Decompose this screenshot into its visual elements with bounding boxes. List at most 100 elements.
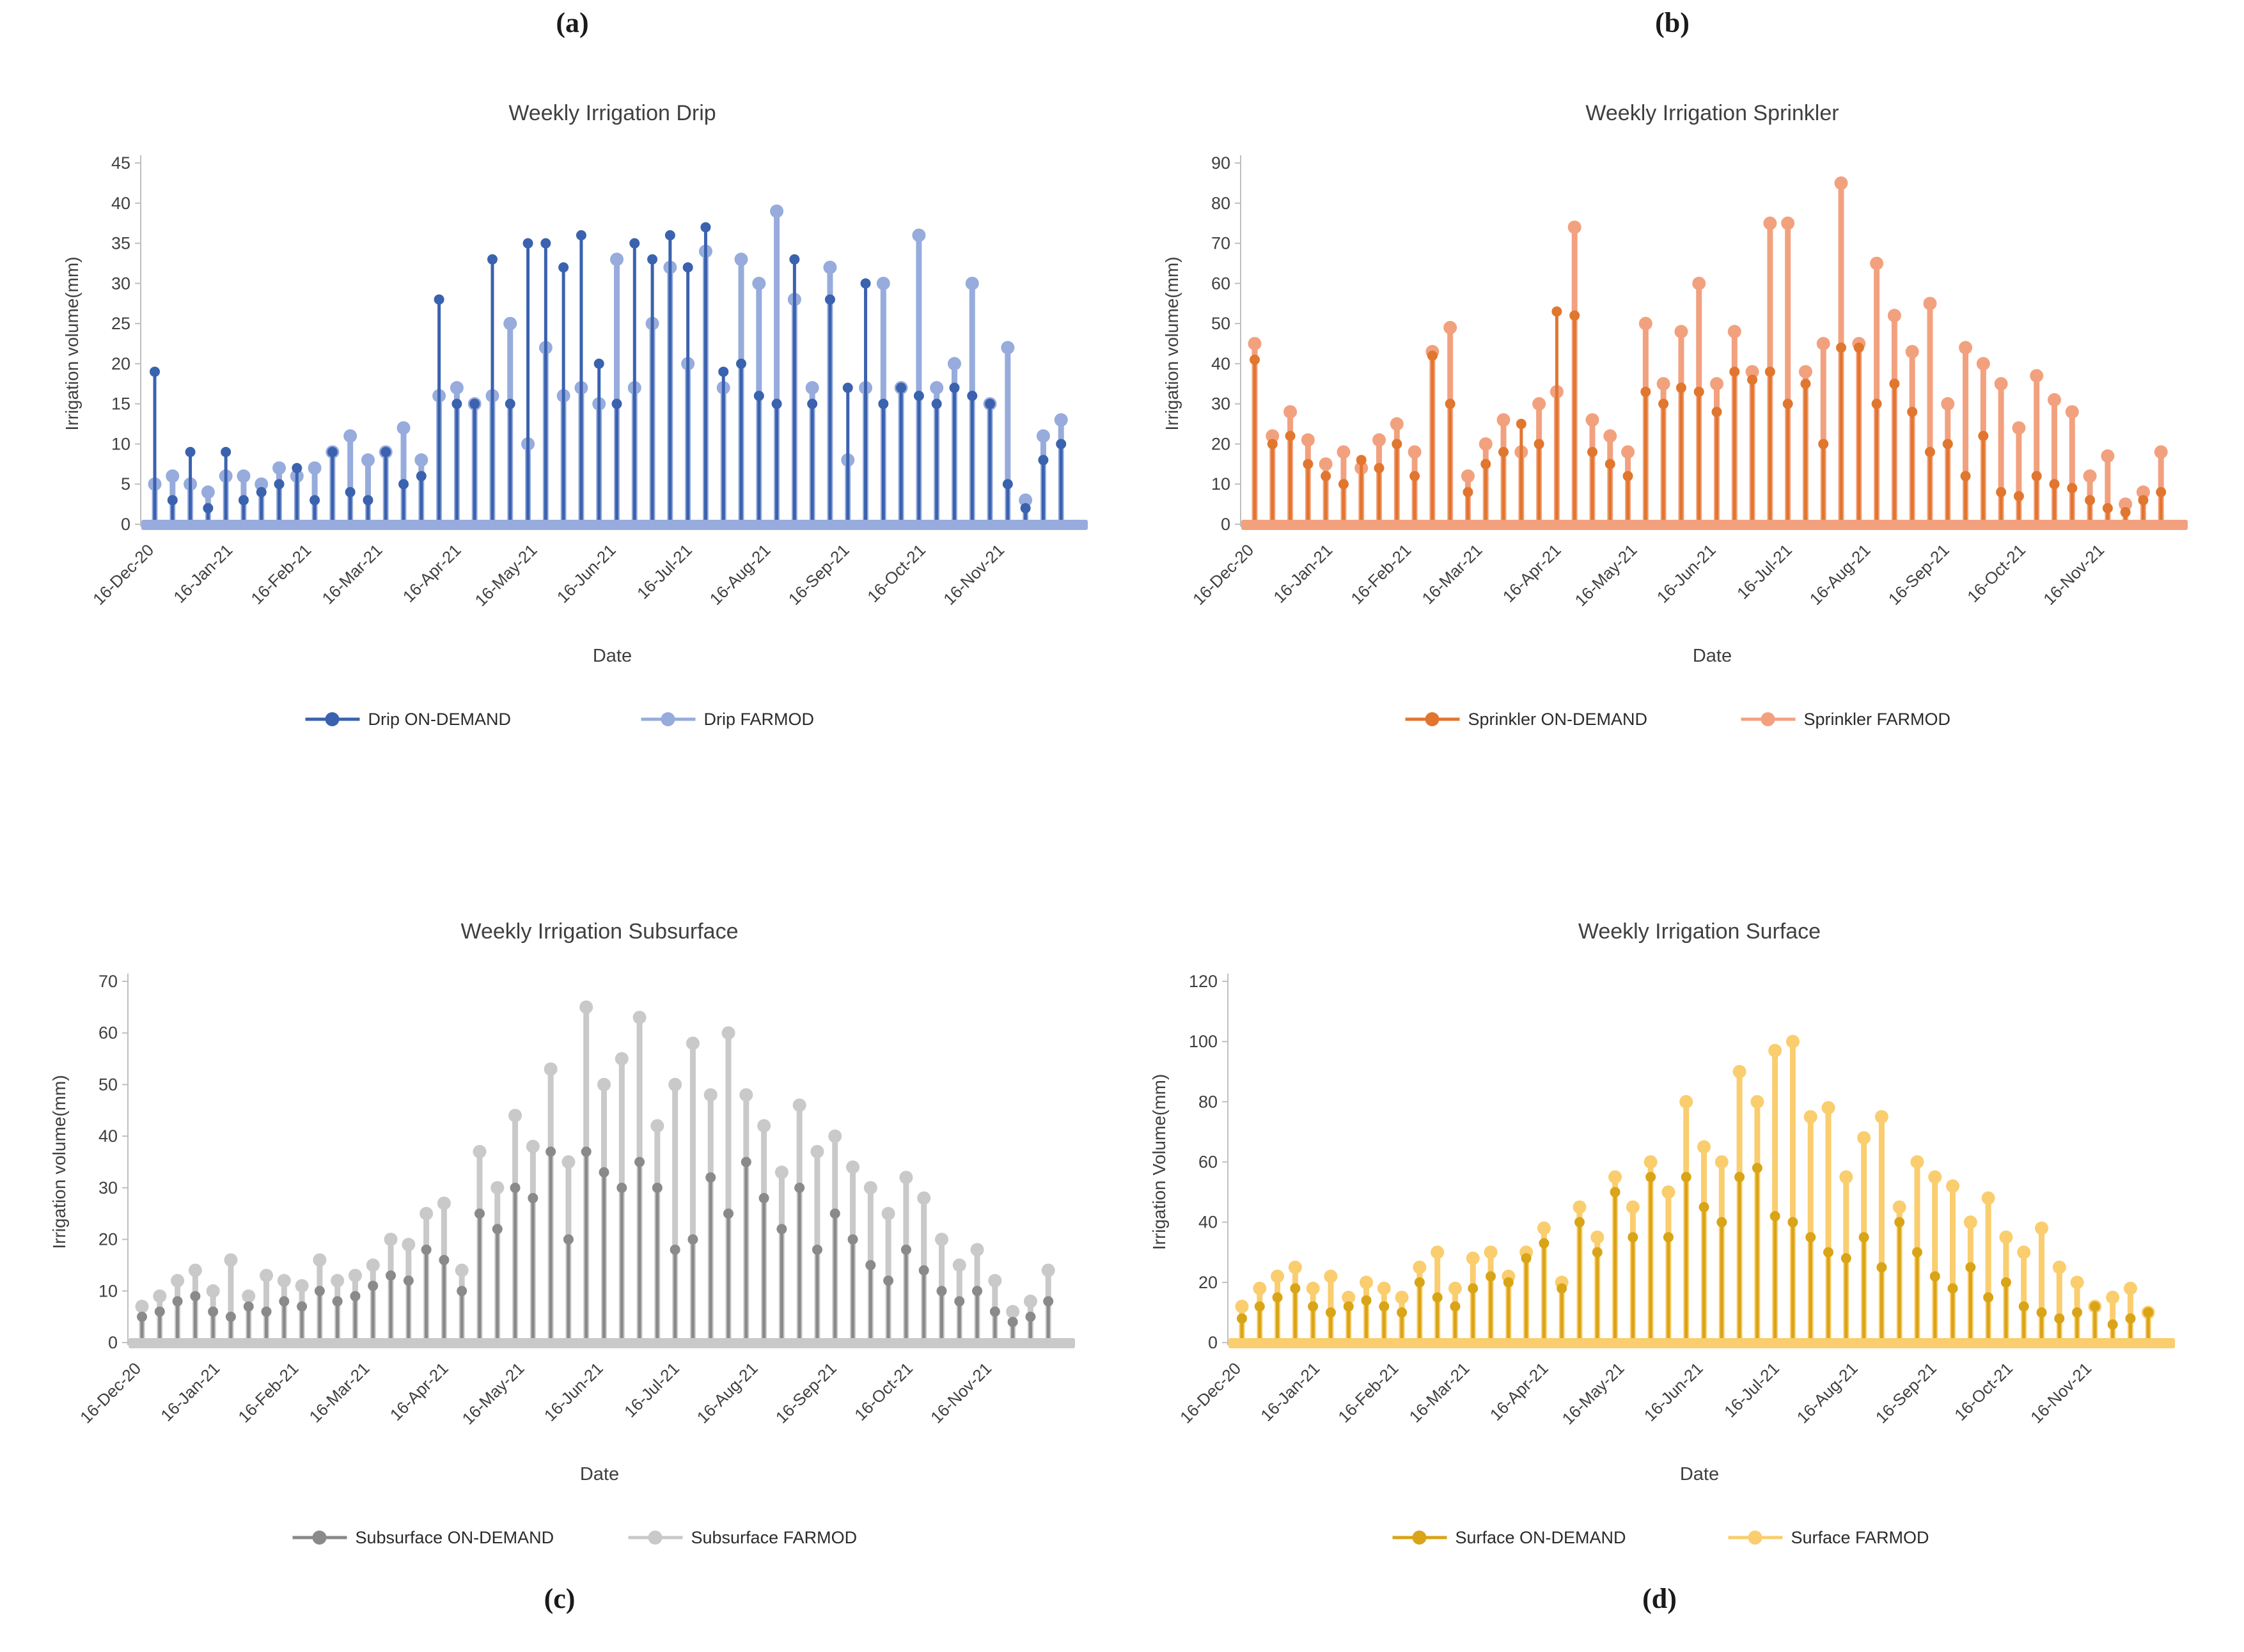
data-point-marker [237, 469, 251, 483]
data-point-marker [1498, 447, 1509, 457]
x-tick-label: 16-Aug-21 [1793, 1359, 1862, 1427]
data-point-marker [490, 1181, 505, 1195]
data-point-marker [2143, 1307, 2154, 1318]
series-subsurface-farmod [135, 1000, 1055, 1343]
data-point-marker [610, 253, 624, 267]
data-point-marker [753, 391, 764, 401]
data-point-marker [1301, 433, 1315, 447]
data-point-marker [350, 1291, 361, 1302]
data-point-marker [883, 1275, 894, 1286]
data-point-marker [1537, 1221, 1551, 1235]
data-point-marker [1663, 1232, 1674, 1243]
data-point-marker [1823, 1247, 1834, 1258]
x-axis-title: Date [1693, 646, 1732, 666]
x-tick-label: 16-Feb-21 [1347, 540, 1415, 608]
data-point-marker [1539, 1238, 1550, 1249]
data-point-marker [823, 260, 837, 274]
data-point-marker [1910, 1155, 1924, 1169]
y-tick-label: 30 [98, 1178, 118, 1197]
x-tick-label: 16-Jan-21 [157, 1359, 223, 1425]
data-point-marker [1534, 439, 1544, 449]
data-point-marker [540, 238, 551, 249]
data-point-marker [1036, 429, 1050, 443]
data-point-marker [770, 204, 784, 218]
x-tick-label: 16-Sep-21 [1872, 1359, 1940, 1427]
data-point-marker [1285, 430, 1296, 441]
data-point-marker [1414, 1277, 1425, 1288]
data-point-marker [1610, 1187, 1620, 1197]
data-point-marker [1798, 364, 1812, 378]
data-point-marker [1303, 458, 1314, 469]
data-point-marker [221, 447, 231, 457]
data-point-marker [1020, 503, 1031, 513]
y-tick-label: 45 [111, 153, 130, 173]
data-point-marker [847, 1234, 858, 1245]
data-point-marker [1781, 216, 1795, 230]
data-point-marker [1360, 1275, 1374, 1290]
data-point-marker [137, 1311, 147, 1322]
data-point-marker [2034, 1221, 2048, 1235]
data-point-marker [277, 1274, 291, 1288]
x-tick-label: 16-Sep-21 [1885, 540, 1953, 609]
legend: Subsurface ON-DEMAND Subsurface FARMOD [292, 1528, 857, 1547]
data-point-marker [611, 398, 622, 409]
data-point-marker [632, 1011, 647, 1024]
y-tick-label: 0 [1208, 1333, 1218, 1352]
x-tick-label: 16-Oct-21 [1950, 1359, 2016, 1424]
data-point-marker [1853, 342, 1864, 353]
data-point-marker [682, 262, 693, 273]
x-tick-label: 16-Mar-21 [1406, 1359, 1473, 1426]
x-axis-title: Date [1680, 1464, 1719, 1484]
data-point-marker [492, 1224, 503, 1235]
data-point-marker [1006, 1305, 1020, 1319]
data-point-marker [634, 1157, 645, 1167]
data-point-marker [752, 276, 766, 290]
data-point-marker [1445, 398, 1455, 409]
data-point-marker [522, 238, 533, 249]
data-point-marker [828, 1129, 842, 1143]
y-tick-label: 90 [1211, 153, 1230, 173]
data-point-marker [1887, 309, 1901, 323]
data-point-marker [860, 278, 871, 289]
chart-weekly-irrigation-subsurface: Weekly Irrigation Subsurface 0 10 20 30 40 50 6… [49, 919, 1075, 1547]
y-tick-label: 40 [111, 194, 130, 213]
data-point-marker [972, 1286, 983, 1297]
chart-weekly-irrigation-sprinkler: Weekly Irrigation Sprinkler 0 10 20 30 40 50 60… [1162, 101, 2188, 729]
x-tick-label: 16-Dec-20 [1189, 540, 1257, 609]
y-tick-label: 20 [1198, 1273, 1218, 1292]
series-drip-farmod [148, 204, 1068, 524]
data-point-marker [2083, 469, 2097, 483]
data-point-marker [1816, 337, 1830, 350]
data-point-marker [1871, 398, 1882, 409]
data-point-marker [1254, 1301, 1265, 1312]
y-axis-title: Irrigation volume(mm) [62, 256, 82, 430]
x-tick-label: 16-Apr-21 [386, 1359, 452, 1424]
data-point-marker [1924, 447, 1935, 457]
legend: Surface ON-DEMAND Surface FARMOD [1392, 1528, 1929, 1547]
data-point-marker [1710, 377, 1723, 391]
data-point-marker [629, 238, 640, 249]
data-point-marker [1983, 1292, 1994, 1303]
chart-title: Weekly Irrigation Sprinkler [1585, 101, 1839, 125]
data-point-marker [1573, 1200, 1587, 1214]
data-point-marker [1266, 429, 1280, 443]
data-point-marker [2030, 369, 2044, 383]
data-point-marker [1372, 433, 1386, 447]
data-point-marker [1923, 297, 1937, 311]
data-point-marker [970, 1243, 984, 1257]
y-tick-label: 40 [98, 1126, 118, 1146]
data-point-marker [1248, 337, 1262, 350]
data-point-marker [650, 1119, 664, 1133]
data-point-marker [366, 1258, 380, 1272]
legend-marker-icon [1761, 712, 1775, 726]
data-point-marker [1379, 1301, 1390, 1312]
data-point-marker [135, 1300, 149, 1313]
data-point-marker [150, 366, 160, 377]
y-tick-label: 120 [1189, 972, 1218, 991]
data-point-marker [1551, 306, 1562, 317]
data-point-marker [167, 495, 178, 506]
y-tick-label: 50 [98, 1075, 118, 1094]
x-tick-label: 16-Jun-21 [1640, 1359, 1707, 1425]
data-point-marker [153, 1289, 167, 1303]
